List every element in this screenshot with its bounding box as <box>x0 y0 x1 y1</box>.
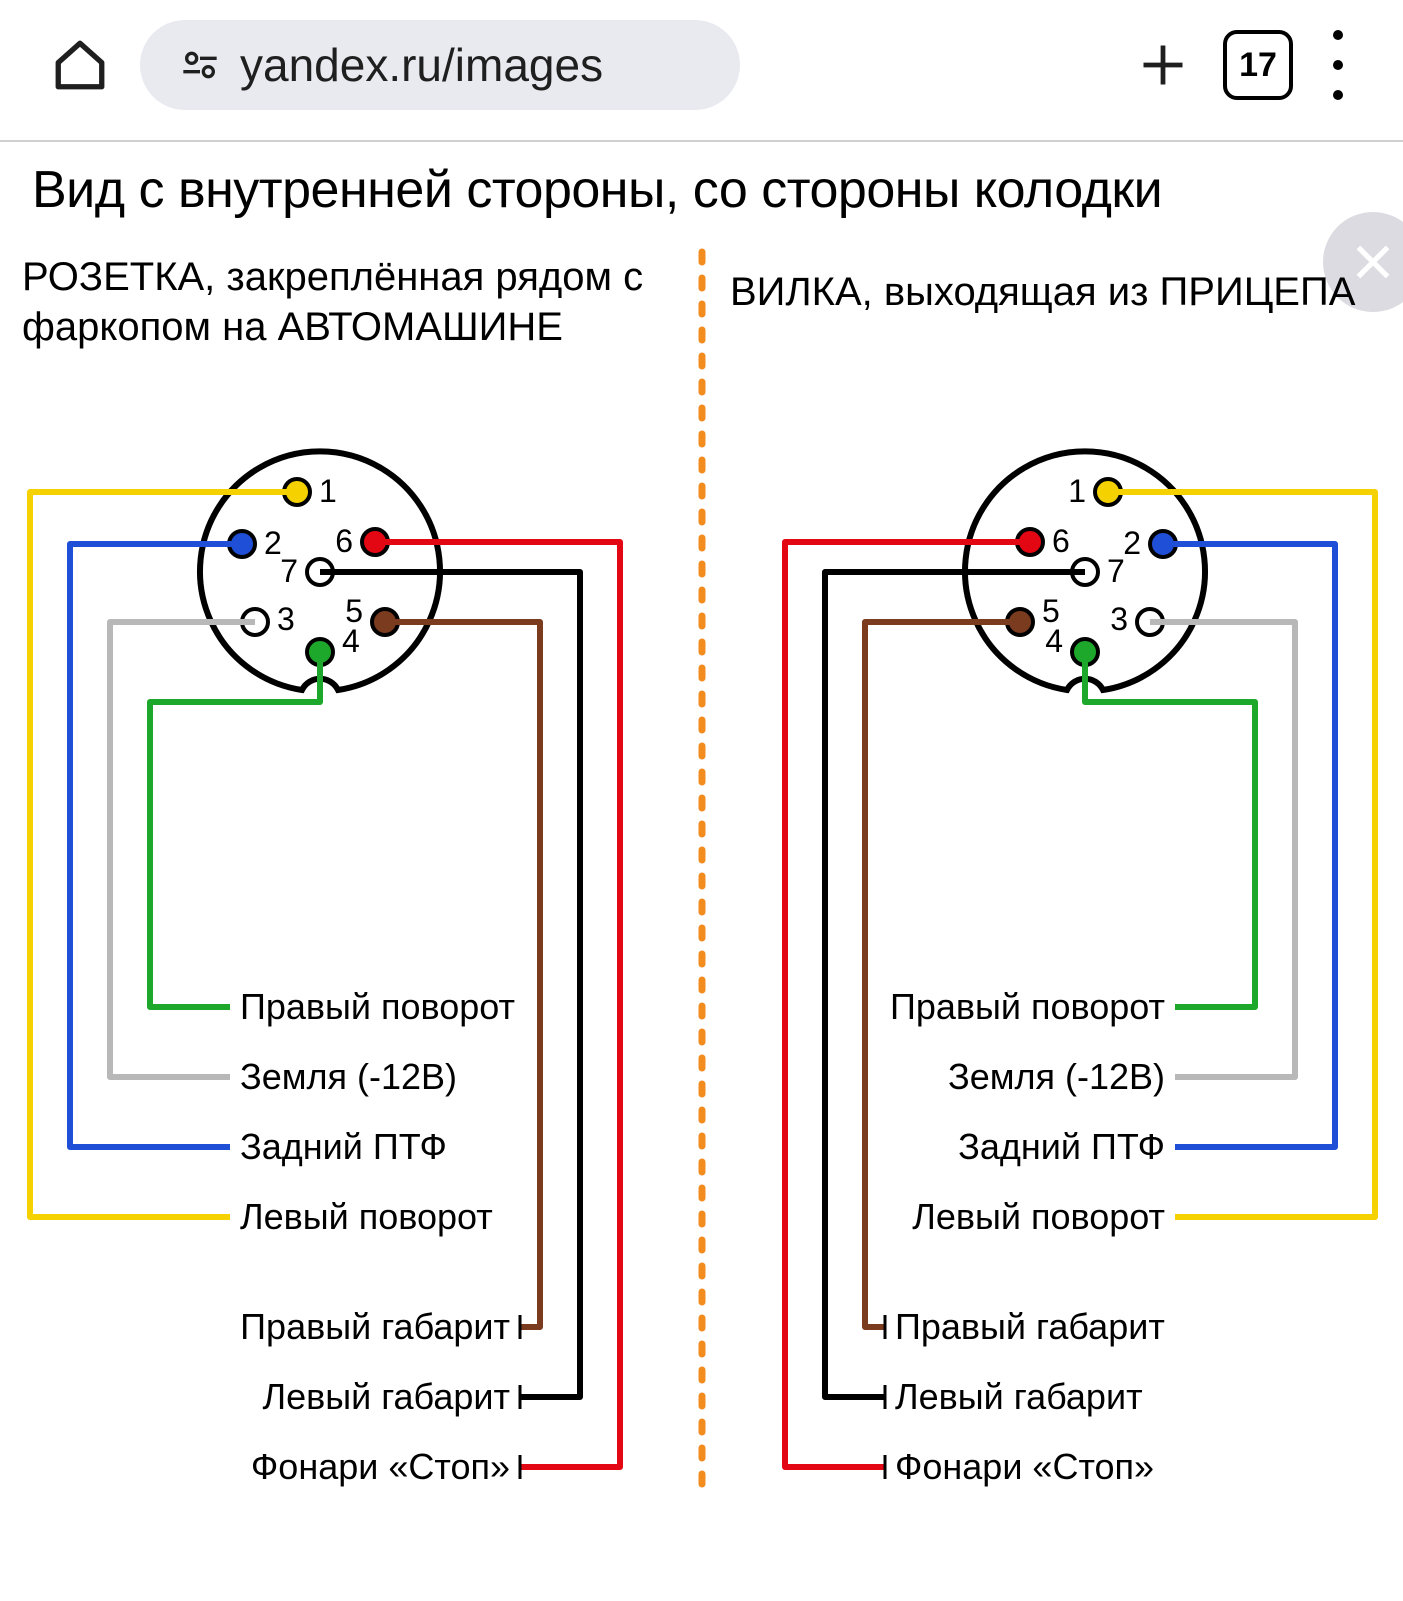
diagram-content: Вид с внутренней стороны, со стороны кол… <box>0 142 1403 1601</box>
svg-text:Левый поворот: Левый поворот <box>240 1196 493 1237</box>
svg-text:1: 1 <box>1068 473 1086 509</box>
svg-text:2: 2 <box>264 525 282 561</box>
svg-text:Правый габарит: Правый габарит <box>895 1306 1165 1347</box>
svg-text:Фонари «Стоп»: Фонари «Стоп» <box>251 1446 510 1487</box>
browser-top-bar: yandex.ru/images 17 <box>0 0 1403 130</box>
svg-text:7: 7 <box>1107 553 1125 589</box>
svg-text:5: 5 <box>345 593 363 629</box>
svg-text:Правый габарит: Правый габарит <box>240 1306 510 1347</box>
svg-text:3: 3 <box>277 601 295 637</box>
svg-text:7: 7 <box>280 553 298 589</box>
svg-text:2: 2 <box>1123 525 1141 561</box>
svg-text:3: 3 <box>1110 601 1128 637</box>
wiring-diagram-svg: 12345671234567Правый поворотЗемля (-12В)… <box>0 142 1403 1601</box>
url-text: yandex.ru/images <box>240 38 603 92</box>
svg-text:Задний ПТФ: Задний ПТФ <box>240 1126 447 1167</box>
svg-text:Задний ПТФ: Задний ПТФ <box>958 1126 1165 1167</box>
svg-text:5: 5 <box>1042 593 1060 629</box>
svg-text:Земля (-12В): Земля (-12В) <box>240 1056 457 1097</box>
svg-text:Левый поворот: Левый поворот <box>912 1196 1165 1237</box>
svg-text:Земля (-12В): Земля (-12В) <box>948 1056 1165 1097</box>
svg-text:Левый габарит: Левый габарит <box>895 1376 1143 1417</box>
home-icon[interactable] <box>50 35 110 95</box>
new-tab-icon[interactable] <box>1133 35 1193 95</box>
svg-text:Фонари «Стоп»: Фонари «Стоп» <box>895 1446 1154 1487</box>
svg-text:Левый габарит: Левый габарит <box>262 1376 510 1417</box>
svg-text:Правый поворот: Правый поворот <box>240 986 515 1027</box>
overflow-menu-icon[interactable] <box>1323 30 1353 100</box>
svg-text:6: 6 <box>1052 523 1070 559</box>
svg-text:1: 1 <box>319 473 337 509</box>
url-bar[interactable]: yandex.ru/images <box>140 20 740 110</box>
tab-count-button[interactable]: 17 <box>1223 30 1293 100</box>
site-settings-icon <box>180 45 220 85</box>
tab-count-value: 17 <box>1239 46 1277 85</box>
svg-text:Правый поворот: Правый поворот <box>890 986 1165 1027</box>
svg-text:6: 6 <box>335 523 353 559</box>
